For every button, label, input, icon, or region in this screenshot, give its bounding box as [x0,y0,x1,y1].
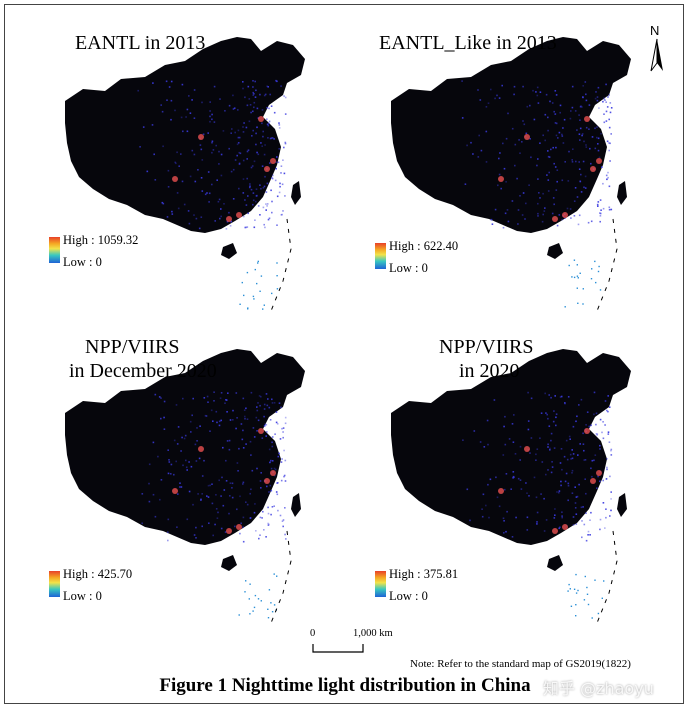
map-title-line1: NPP/VIIRS [439,336,534,358]
map-panel-eantl-2013: EANTL in 2013 High : 1059.32 Low : 0 [25,19,345,319]
china-nightlight-map [65,37,305,312]
china-nightlight-map [65,349,305,624]
map-title: EANTL_Like in 2013 [379,32,557,54]
legend-high-label: High : 1059.32 [63,233,139,247]
china-nightlight-map [391,349,631,624]
legend-low-label: Low : 0 [63,255,102,269]
legend-low-label: Low : 0 [389,261,428,275]
figure-caption: Figure 1 Nighttime light distribution in… [159,675,531,696]
north-arrow: N [645,23,669,77]
scale-label-start: 0 [310,628,316,639]
legend-color-ramp [49,237,60,263]
legend-color-ramp [49,571,60,597]
watermark: 知乎 @zhaoyu [543,679,654,698]
china-nightlight-map [391,37,631,312]
legend-color-ramp [375,243,386,269]
scale-bar-line [312,644,364,653]
legend-high-label: High : 425.70 [63,567,133,581]
north-label: N [650,23,660,38]
map-source-note: Note: Refer to the standard map of GS201… [410,658,631,670]
map-panel-eantl-like-2013: EANTL_Like in 2013 High : 622.40 Low : 0 [351,19,671,319]
map-panel-npp-viirs-2020: NPP/VIIRS in 2020 High : 375.81 Low : 0 [351,331,671,631]
map-panel-npp-viirs-dec-2020: NPP/VIIRS in December 2020 High : 425.70… [25,331,345,631]
legend-low-label: Low : 0 [389,589,428,603]
legend-high-label: High : 375.81 [389,567,459,581]
map-title: EANTL in 2013 [75,32,206,54]
scale-label-end: 1,000 km [353,628,393,639]
legend-low-label: Low : 0 [63,589,102,603]
map-title-line1: NPP/VIIRS [85,336,180,358]
legend-color-ramp [375,571,386,597]
north-arrow-icon [650,38,663,72]
map-title-line2: in December 2020 [69,360,217,382]
legend-high-label: High : 622.40 [389,239,459,253]
scale-bar: 0 1,000 km [307,628,419,658]
figure-frame: EANTL in 2013 High : 1059.32 Low : 0 EAN… [4,4,684,704]
map-title-line2: in 2020 [459,360,520,382]
